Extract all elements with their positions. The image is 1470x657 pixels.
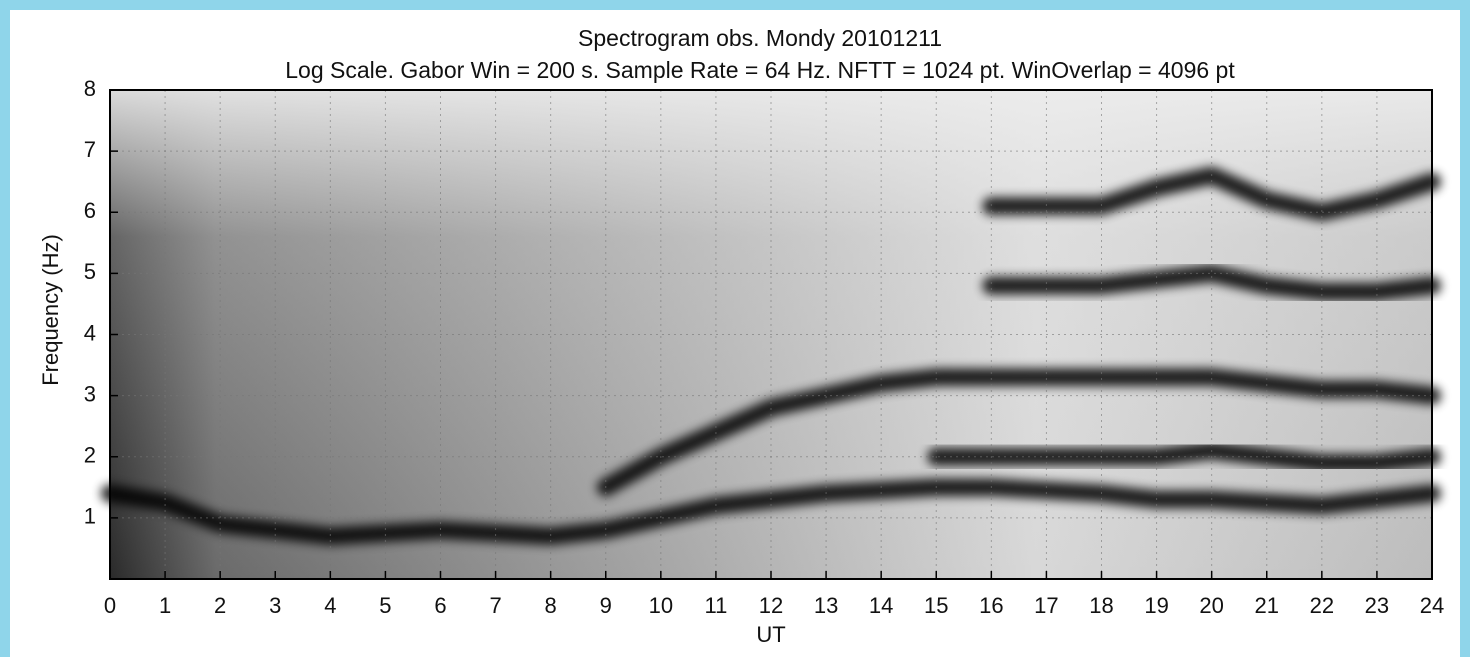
plot-frame [109,89,1433,580]
x-tick-label: 19 [1144,593,1168,618]
x-tick-label: 9 [600,593,612,618]
x-tick-label: 5 [379,593,391,618]
chart-title: Spectrogram obs. Mondy 20101211 [578,25,942,51]
y-tick-label: 1 [84,504,96,529]
y-tick-label: 7 [84,137,96,162]
x-tick-label: 20 [1199,593,1223,618]
y-axis-label: Frequency (Hz) [38,234,63,386]
chart-subtitle: Log Scale. Gabor Win = 200 s. Sample Rat… [285,57,1235,83]
x-tick-label: 1 [159,593,171,618]
x-tick-label: 11 [704,593,727,618]
x-tick-label: 16 [979,593,1003,618]
y-tick-label: 5 [84,259,96,284]
y-tick-label: 4 [84,320,96,345]
x-tick-label: 2 [214,593,226,618]
y-tick-label: 3 [84,381,96,406]
x-tick-label: 4 [324,593,336,618]
x-tick-label: 12 [759,593,783,618]
x-tick-label: 23 [1365,593,1389,618]
y-tick-label: 6 [84,198,96,223]
x-tick-label: 8 [545,593,557,618]
x-tick-label: 3 [269,593,281,618]
x-tick-label: 10 [649,593,673,618]
x-axis-label: UT [756,622,785,647]
x-tick-label: 24 [1420,593,1444,618]
spectral-band [596,368,1441,497]
x-tick-label: 17 [1034,593,1058,618]
x-tick-label: 7 [489,593,501,618]
x-tick-label: 18 [1089,593,1113,618]
y-tick-label: 2 [84,443,96,468]
spectral-band [982,264,1441,301]
x-tick-label: 0 [104,593,116,618]
x-tick-label: 6 [434,593,446,618]
x-tick-label: 14 [869,593,893,618]
x-tick-label: 13 [814,593,838,618]
spectral-band [927,441,1441,472]
x-tick-label: 22 [1310,593,1334,618]
x-tick-label: 15 [924,593,948,618]
y-tick-label: 8 [84,76,96,101]
x-tick-label: 21 [1255,593,1279,618]
